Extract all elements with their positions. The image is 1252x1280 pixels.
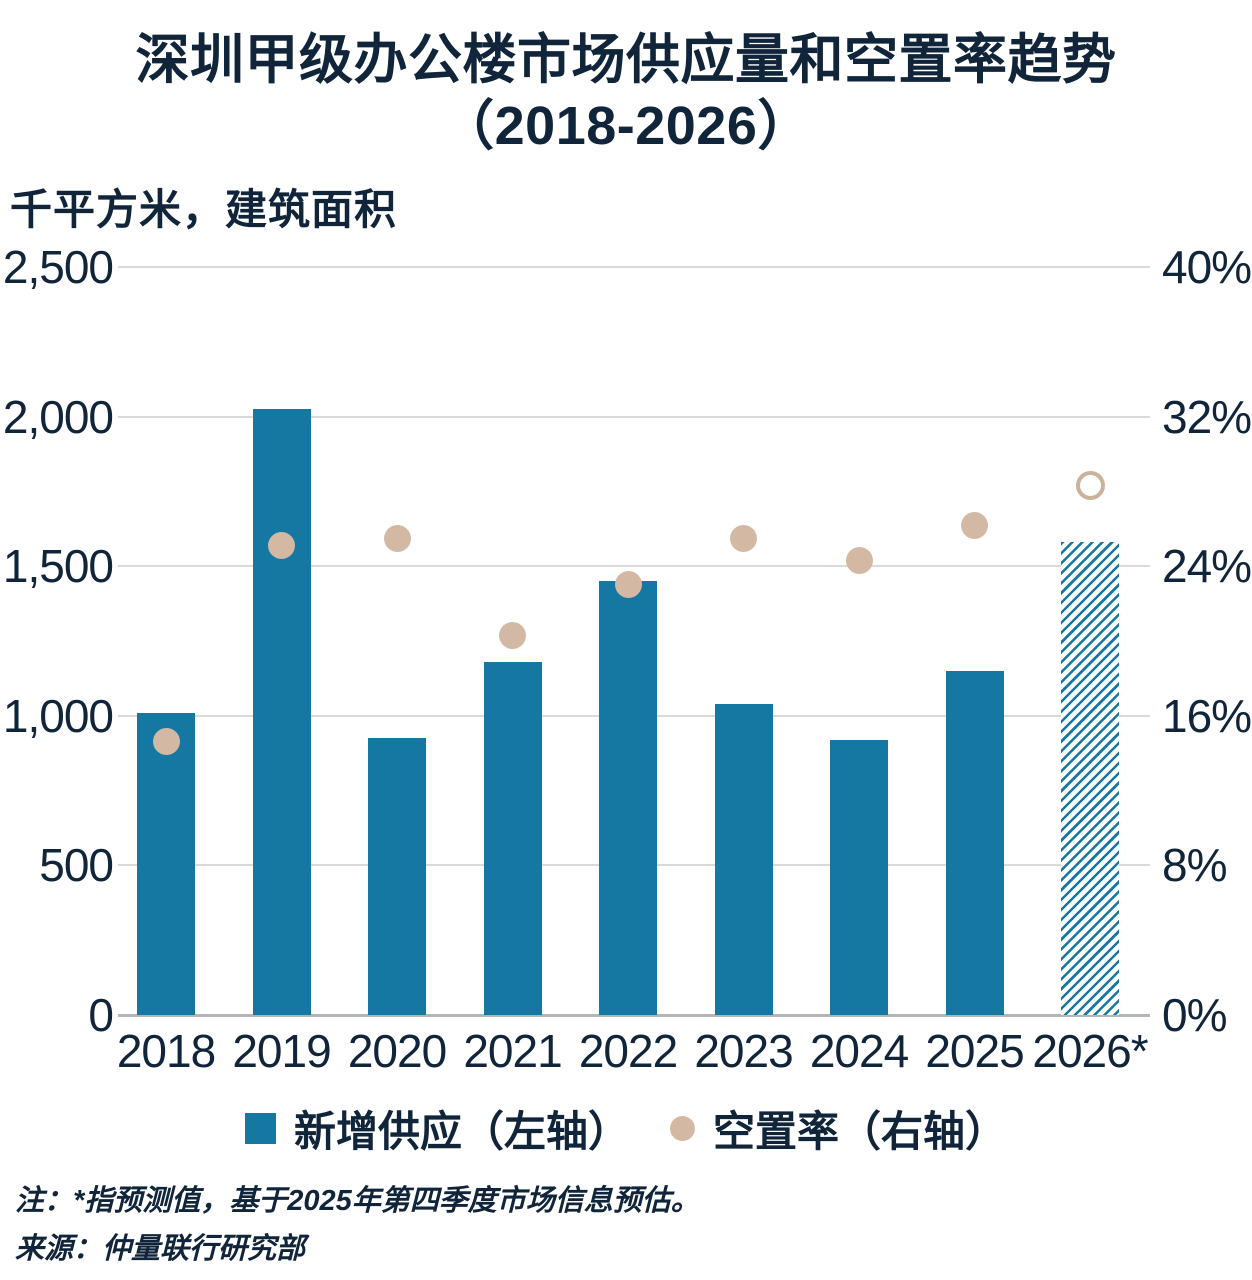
x-axis-label-2024: 2024 bbox=[809, 1025, 909, 1077]
legend: 新增供应（左轴） 空置率（右轴） bbox=[0, 1098, 1252, 1159]
source-note: 来源：仲量联行研究部 bbox=[15, 1232, 306, 1265]
vacancy-dot-2022 bbox=[614, 571, 642, 599]
x-axis-label-2025: 2025 bbox=[925, 1025, 1024, 1077]
supply-bar-2022 bbox=[599, 581, 657, 1015]
right-axis-tick-label: 8% bbox=[1162, 839, 1227, 892]
left-axis-tick-label: 1,000 bbox=[2, 689, 114, 742]
vacancy-dot-2024 bbox=[845, 547, 873, 575]
right-axis-tick-label: 0% bbox=[1162, 989, 1227, 1041]
right-axis-tick-label: 40% bbox=[1162, 241, 1252, 293]
gridline bbox=[118, 565, 1150, 568]
x-axis-label-2019: 2019 bbox=[232, 1025, 331, 1077]
plot-area bbox=[118, 266, 1150, 1017]
right-axis-tick-label: 16% bbox=[1162, 689, 1252, 742]
right-axis-tick-label: 32% bbox=[1162, 390, 1252, 443]
left-axis-tick-label: 1,500 bbox=[2, 540, 114, 593]
vacancy-dot-2023 bbox=[730, 524, 757, 552]
legend-item-vacancy: 空置率（右轴） bbox=[670, 1098, 1007, 1159]
left-axis-tick-label: 500 bbox=[39, 839, 114, 892]
legend-item-supply: 新增供应（左轴） bbox=[244, 1098, 630, 1159]
left-axis-tick-label: 0 bbox=[88, 989, 114, 1041]
left-axis-tick-label: 2,500 bbox=[2, 241, 114, 293]
supply-bar-2024 bbox=[830, 739, 888, 1015]
vacancy-dot-2021 bbox=[499, 621, 526, 649]
supply-bar-swatch-icon bbox=[244, 1113, 276, 1144]
supply-bar-2018 bbox=[137, 712, 195, 1015]
footnote: 注：*指预测值，基于2025年第四季度市场信息预估。 bbox=[15, 1185, 700, 1217]
x-axis-label-2021: 2021 bbox=[463, 1025, 562, 1077]
legend-label-vacancy: 空置率（右轴） bbox=[713, 1108, 1008, 1155]
notes: 注：*指预测值，基于2025年第四季度市场信息预估。 来源：仲量联行研究部 bbox=[15, 1178, 700, 1274]
x-axis-line bbox=[118, 1014, 1150, 1017]
supply-bar-2021 bbox=[483, 661, 542, 1015]
supply-bar-2019 bbox=[252, 409, 311, 1015]
vacancy-dot-2019 bbox=[268, 532, 295, 560]
supply-bar-2023 bbox=[714, 703, 773, 1015]
gridline bbox=[118, 266, 1150, 268]
vacancy-dot-swatch-icon bbox=[670, 1116, 695, 1141]
vacancy-dot-2018 bbox=[152, 728, 180, 756]
x-axis-label-2026: 2026* bbox=[1032, 1025, 1148, 1077]
right-axis-tick-label: 24% bbox=[1162, 540, 1252, 593]
legend-label-supply: 新增供应（左轴） bbox=[293, 1108, 630, 1155]
x-axis-label-2022: 2022 bbox=[578, 1025, 678, 1077]
chart-title-line2: （2018-2026） bbox=[440, 95, 812, 156]
vacancy-dot-forecast-2026* bbox=[1075, 471, 1105, 501]
gridline bbox=[118, 415, 1150, 418]
x-axis-label-2018: 2018 bbox=[116, 1025, 216, 1077]
vacancy-dot-2020 bbox=[383, 524, 411, 552]
chart-title: 深圳甲级办公楼市场供应量和空置率趋势 （2018-2026） bbox=[0, 28, 1252, 160]
left-axis-unit-label: 千平方米，建筑面积 bbox=[10, 186, 398, 233]
x-axis-label-2020: 2020 bbox=[347, 1025, 447, 1077]
supply-bar-forecast-2026* bbox=[1061, 542, 1119, 1015]
supply-bar-2020 bbox=[368, 738, 426, 1015]
left-axis-tick-label: 2,000 bbox=[2, 390, 114, 443]
chart-title-line1: 深圳甲级办公楼市场供应量和空置率趋势 bbox=[135, 30, 1117, 90]
supply-bar-2025 bbox=[945, 670, 1004, 1015]
vacancy-dot-2025 bbox=[961, 511, 988, 539]
x-axis-label-2023: 2023 bbox=[694, 1025, 793, 1077]
